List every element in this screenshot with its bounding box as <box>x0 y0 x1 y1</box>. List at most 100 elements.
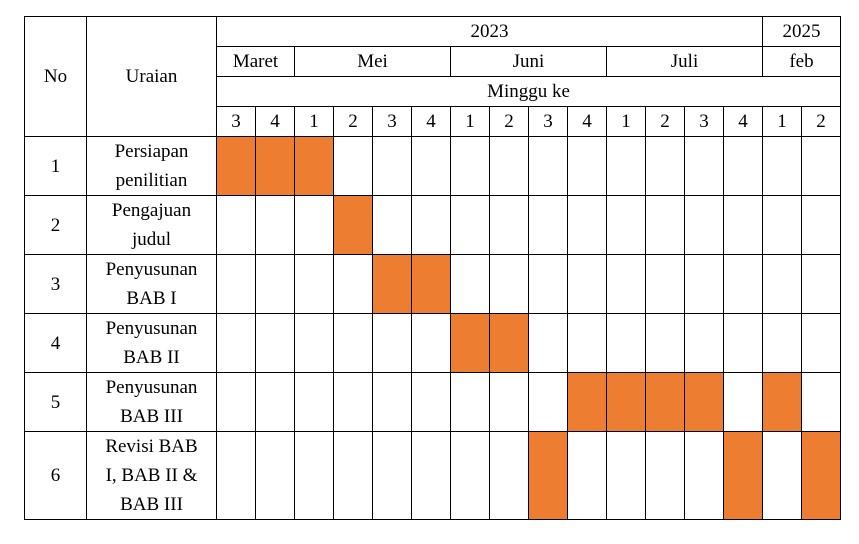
header-week-cell: 2 <box>333 106 373 137</box>
header-week-cell: 4 <box>723 106 763 137</box>
schedule-cell <box>528 372 568 432</box>
schedule-cell <box>801 254 841 314</box>
schedule-cell <box>567 431 607 520</box>
schedule-cell-filled <box>216 136 256 196</box>
schedule-cell <box>762 195 802 255</box>
activity-description: Penyusunan BAB II <box>86 313 217 373</box>
schedule-cell-filled <box>372 254 412 314</box>
schedule-cell <box>762 136 802 196</box>
activity-no: 6 <box>24 431 87 520</box>
schedule-cell <box>723 195 763 255</box>
activity-row: 5 Penyusunan BAB III <box>24 372 841 432</box>
schedule-cell <box>333 254 373 314</box>
header-week-cell: 3 <box>684 106 724 137</box>
activity-description-line: penilitian <box>115 170 188 191</box>
schedule-cell <box>723 372 763 432</box>
schedule-cell <box>645 254 685 314</box>
header-month-juni: Juni <box>450 46 607 77</box>
schedule-cell <box>684 195 724 255</box>
header-no: No <box>24 16 87 137</box>
activity-no: 5 <box>24 372 87 432</box>
activity-description-line: Penyusunan <box>105 318 198 339</box>
schedule-cell <box>762 431 802 520</box>
schedule-cell <box>567 254 607 314</box>
activity-description: Penyusunan BAB I <box>86 254 217 314</box>
schedule-cell <box>684 431 724 520</box>
schedule-cell <box>606 136 646 196</box>
schedule-cell <box>333 431 373 520</box>
schedule-cell <box>255 195 295 255</box>
activity-no: 2 <box>24 195 87 255</box>
activity-description-line: Pengajuan <box>111 200 192 221</box>
schedule-cell <box>801 195 841 255</box>
activity-description-line: BAB II <box>123 347 180 368</box>
schedule-cell <box>606 195 646 255</box>
activity-description-line: BAB I <box>126 288 177 309</box>
header-week-cell: 4 <box>255 106 295 137</box>
activity-description-line: Revisi BAB <box>105 436 198 457</box>
schedule-cell-filled <box>333 195 373 255</box>
header-month-mei: Mei <box>294 46 451 77</box>
activity-description-line: BAB III <box>120 494 183 515</box>
schedule-cell <box>684 136 724 196</box>
activity-description: Pengajuan judul <box>86 195 217 255</box>
schedule-cell <box>216 372 256 432</box>
schedule-cell <box>255 372 295 432</box>
schedule-cell-filled <box>567 372 607 432</box>
schedule-cell <box>723 254 763 314</box>
schedule-cell <box>216 254 256 314</box>
header-week-cell: 3 <box>216 106 256 137</box>
schedule-cell <box>372 431 412 520</box>
header-uraian: Uraian <box>86 16 217 137</box>
schedule-cell <box>801 313 841 373</box>
header-week-cell: 1 <box>762 106 802 137</box>
schedule-cell <box>294 254 334 314</box>
schedule-cell <box>567 195 607 255</box>
schedule-cell <box>606 431 646 520</box>
schedule-cell <box>801 372 841 432</box>
schedule-cell-filled <box>294 136 334 196</box>
schedule-cell <box>489 195 529 255</box>
schedule-cell <box>255 254 295 314</box>
schedule-cell <box>684 313 724 373</box>
header-week-cell: 1 <box>294 106 334 137</box>
schedule-cell <box>762 254 802 314</box>
schedule-cell-filled <box>801 431 841 520</box>
header-week-cell: 2 <box>645 106 685 137</box>
schedule-cell <box>411 431 451 520</box>
schedule-cell <box>801 136 841 196</box>
activity-no: 1 <box>24 136 87 196</box>
schedule-cell-filled <box>723 431 763 520</box>
schedule-cell <box>216 313 256 373</box>
header-month-feb: feb <box>762 46 841 77</box>
header-month-maret: Maret <box>216 46 295 77</box>
schedule-cell <box>450 195 490 255</box>
schedule-cell <box>450 136 490 196</box>
schedule-cell <box>723 136 763 196</box>
schedule-table: No Uraian 2023 2025 Maret Mei Juni Juli … <box>24 16 841 520</box>
schedule-cell <box>333 372 373 432</box>
schedule-cell <box>723 313 763 373</box>
schedule-cell <box>294 431 334 520</box>
schedule-cell <box>255 431 295 520</box>
schedule-cell-filled <box>255 136 295 196</box>
schedule-cell <box>645 136 685 196</box>
activity-no: 3 <box>24 254 87 314</box>
schedule-cell-filled <box>645 372 685 432</box>
schedule-cell <box>645 195 685 255</box>
schedule-cell <box>762 313 802 373</box>
schedule-cell <box>528 195 568 255</box>
schedule-cell <box>372 372 412 432</box>
activity-description-line: Penyusunan <box>105 259 198 280</box>
schedule-cell <box>255 313 295 373</box>
schedule-cell <box>294 372 334 432</box>
header-week-cell: 3 <box>372 106 412 137</box>
schedule-cell <box>216 431 256 520</box>
header-month-juli: Juli <box>606 46 763 77</box>
schedule-cell <box>489 136 529 196</box>
schedule-cell-filled <box>606 372 646 432</box>
schedule-cell <box>333 313 373 373</box>
activity-no: 4 <box>24 313 87 373</box>
activity-row: 6 Revisi BAB I, BAB II & BAB III <box>24 431 841 520</box>
